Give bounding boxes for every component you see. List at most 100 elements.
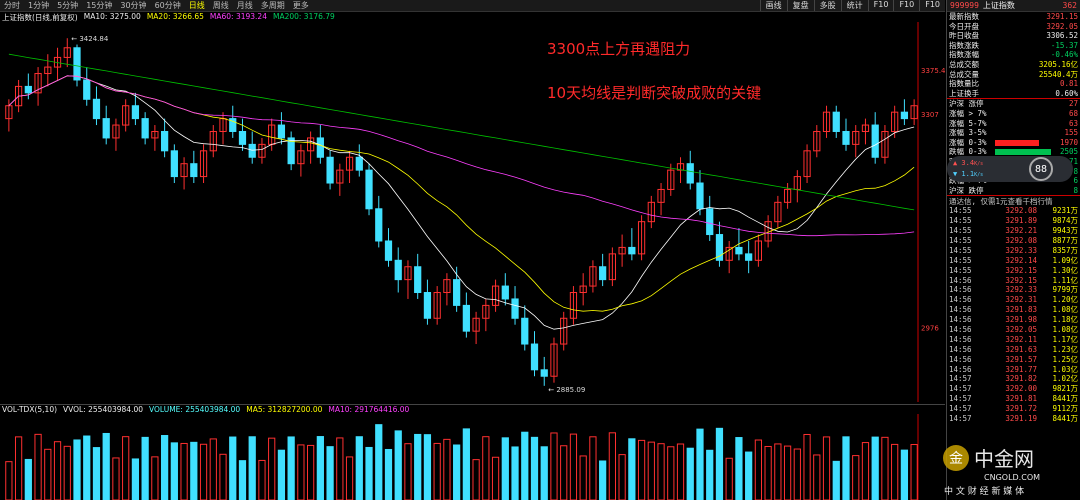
candle-body — [131, 105, 140, 120]
volume-bar — [803, 433, 811, 500]
toolbar-button-6[interactable]: F10 — [919, 0, 945, 11]
tab-timeframe-7[interactable]: 周线 — [212, 1, 229, 10]
tick-row: 14:55 3292.14 1.09亿 — [947, 256, 1080, 266]
tab-timeframe-3[interactable]: 15分钟 — [86, 1, 113, 10]
candle-body — [258, 143, 266, 158]
volume-bar — [433, 442, 441, 500]
candle-body — [842, 130, 850, 145]
toolbar-button-4[interactable]: F10 — [867, 0, 894, 11]
tab-timeframe-8[interactable]: 月线 — [236, 1, 253, 10]
breadth-row: 涨幅 3-5% 155 — [947, 128, 1080, 138]
volume-bar — [900, 449, 909, 500]
tick-price: 3292.31 — [1005, 295, 1037, 305]
volume-bar — [569, 433, 578, 500]
quote-label: 指数量比 — [949, 79, 979, 89]
quote-value: 0.60% — [1055, 88, 1078, 98]
candle-body — [141, 118, 149, 139]
tab-timeframe-1[interactable]: 1分钟 — [28, 1, 50, 10]
volume-bar — [345, 456, 354, 500]
candle-body — [647, 201, 655, 223]
tick-time: 14:56 — [949, 295, 972, 305]
tab-timeframe-5[interactable]: 60分钟 — [154, 1, 181, 10]
quote-label: 总成交额 — [949, 59, 979, 69]
volume-bar — [277, 449, 286, 500]
volume-bar — [696, 428, 704, 500]
candle-body — [891, 111, 899, 132]
volume-bar — [248, 436, 256, 500]
tick-time: 14:55 — [949, 235, 972, 245]
candle-body — [24, 85, 32, 94]
toolbar-button-0[interactable]: 画线 — [759, 0, 787, 11]
quote-label: 昨日收盘 — [949, 31, 979, 41]
candle-body — [112, 124, 120, 139]
tick-time: 14:55 — [949, 226, 972, 236]
volume-bar — [608, 432, 616, 500]
toolbar-right-buttons: 画线 复盘 多股 统计 F10 F10 F10 — [759, 0, 945, 11]
volume-bar — [316, 436, 324, 500]
tab-timeframe-2[interactable]: 5分钟 — [57, 1, 79, 10]
volume-bar — [472, 459, 480, 500]
ma20-value: MA20: 3266.65 — [146, 12, 204, 21]
tick-time: 14:57 — [949, 413, 972, 423]
candle-body — [34, 73, 42, 94]
volume-bar — [813, 454, 821, 500]
vvol-value: VVOL: 255403984.00 — [63, 405, 144, 414]
volume-bar — [297, 444, 305, 500]
candle-body — [706, 208, 714, 236]
tab-timeframe-9[interactable]: 多周期 — [260, 1, 285, 10]
speed-widget[interactable]: ▲ 3.4K/s ▼ 1.1K/s 88 — [947, 156, 1073, 183]
candlestick-chart[interactable]: 3375.4 3307 2976 ← 3424.84 ← 2885.09 — [0, 22, 945, 402]
volume-bar — [530, 436, 539, 500]
quote-value: -15.37 — [1050, 40, 1078, 50]
toolbar-button-5[interactable]: F10 — [893, 0, 919, 11]
tick-row: 14:55 3292.15 1.30亿 — [947, 266, 1080, 276]
quote-row: 今日开盘 3292.05 — [947, 22, 1080, 32]
candle-body — [307, 137, 315, 152]
tab-timeframe-0[interactable]: 分时 — [4, 1, 20, 10]
volume-bar — [151, 456, 159, 500]
candle-body — [832, 111, 840, 132]
candle-body — [599, 266, 607, 281]
candle-body — [676, 163, 685, 171]
price-axis-label-2: 2976 — [921, 324, 939, 332]
tab-timeframe-6[interactable]: 日线 — [188, 1, 205, 10]
candle-body — [871, 124, 879, 158]
candle-body — [238, 130, 247, 145]
tick-time: 14:56 — [949, 364, 972, 374]
candle-body — [190, 163, 198, 178]
toolbar-button-2[interactable]: 多股 — [813, 0, 841, 11]
tick-row: 14:55 3291.89 9874万 — [947, 216, 1080, 226]
quote-value: -0.46% — [1050, 50, 1078, 60]
quote-value: 3205.16亿 — [1038, 59, 1078, 69]
candle-body — [355, 156, 363, 171]
tab-timeframe-4[interactable]: 30分钟 — [120, 1, 147, 10]
volume-bar — [706, 449, 714, 500]
breadth-row: 沪深 跌停 8 — [947, 186, 1080, 196]
volume-bar — [384, 448, 393, 500]
breadth-row: 沪深 涨停 27 — [947, 99, 1080, 109]
candle-body — [822, 111, 831, 132]
notice-banner[interactable]: 通达信, 仅需1元查看千档行情 — [947, 195, 1080, 206]
toolbar-button-1[interactable]: 复盘 — [786, 0, 814, 11]
toolbar-button-3[interactable]: 统计 — [840, 0, 868, 11]
candle-body — [394, 259, 402, 281]
tick-price: 3291.98 — [1005, 315, 1037, 325]
tick-amount: 9874万 — [1052, 216, 1078, 226]
volume-header: VOL-TDX(5,10) VVOL: 255403984.00 VOLUME:… — [0, 404, 945, 414]
tick-row: 14:57 3291.72 9112万 — [947, 404, 1080, 414]
tick-row: 14:55 3292.08 9231万 — [947, 206, 1080, 216]
price-axis-label-1: 3307 — [921, 111, 939, 119]
volume-bar — [501, 437, 509, 500]
volume-chart[interactable] — [0, 414, 945, 500]
tab-timeframe-10[interactable]: 更多 — [292, 1, 309, 10]
ma20-line — [8, 75, 915, 312]
quote-row: 最新指数 3291.15 — [947, 12, 1080, 22]
volume-bar — [287, 436, 295, 500]
tick-price: 3292.33 — [1005, 245, 1037, 255]
volume-bar — [589, 436, 597, 500]
candle-body — [248, 143, 256, 158]
candle-body — [453, 279, 461, 306]
breadth-bar — [995, 139, 1039, 146]
tick-amount: 8441万 — [1052, 394, 1078, 404]
quote-label: 总成交量 — [949, 69, 979, 79]
